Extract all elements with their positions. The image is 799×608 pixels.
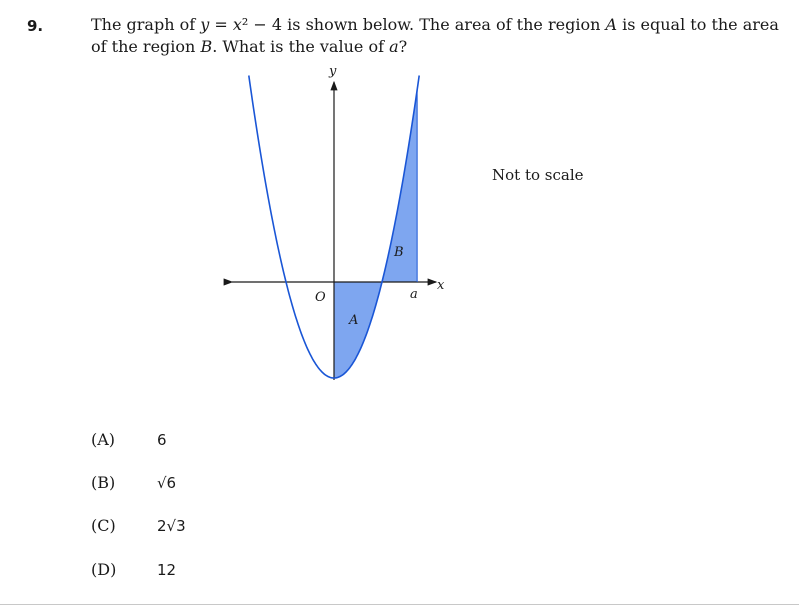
region-b-shading [382, 90, 418, 282]
choice-value: √6 [157, 474, 177, 492]
region-b-label: B [393, 245, 404, 260]
choice-label: (C) [91, 516, 116, 535]
not-to-scale-note: Not to scale [492, 166, 584, 184]
choice-value: 6 [157, 431, 167, 449]
choice-value: 2√3 [157, 517, 186, 535]
choice-label: (B) [91, 473, 116, 492]
origin-label: O [315, 290, 326, 305]
parabola-curve [248, 75, 420, 379]
choice-value: 12 [157, 561, 177, 579]
x-axis-label: x [437, 278, 445, 293]
choice-label: (D) [91, 560, 117, 579]
y-axis-label: y [328, 64, 337, 79]
region-a-label: A [348, 313, 358, 328]
question-number: 9. [27, 17, 44, 35]
a-label: a [410, 287, 418, 302]
bottom-divider [0, 604, 799, 605]
region-a-shading [334, 282, 382, 378]
question-text: The graph of y = x² − 4 is shown below. … [91, 15, 779, 56]
choice-label: (A) [91, 430, 116, 449]
